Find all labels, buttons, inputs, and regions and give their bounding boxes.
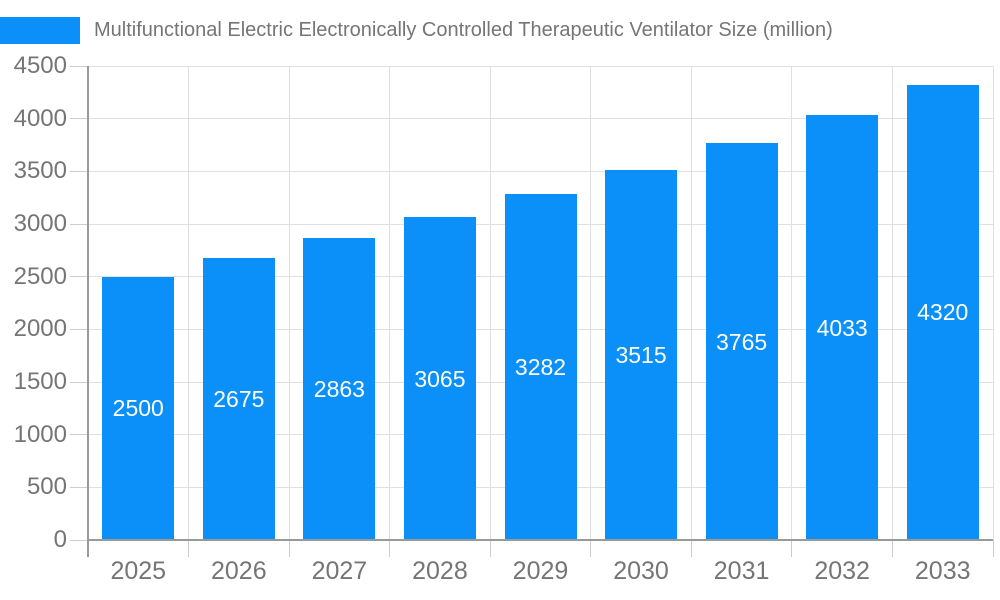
x-axis-label: 2028: [412, 557, 468, 585]
gridline-horizontal: [88, 118, 993, 120]
y-axis-tick: [70, 381, 88, 383]
gridline-vertical: [590, 66, 592, 540]
gridline-vertical: [891, 66, 893, 540]
gridline-vertical: [288, 66, 290, 540]
y-axis-tick: [70, 539, 88, 541]
bar-value-label: 2675: [213, 386, 265, 413]
x-axis-tick: [288, 540, 290, 557]
legend-swatch: [0, 16, 80, 44]
y-axis-tick: [70, 434, 88, 436]
x-axis-label: 2030: [613, 557, 669, 585]
gridline-vertical: [992, 66, 994, 540]
gridline-vertical: [791, 66, 793, 540]
bar-value-label: 3065: [414, 365, 466, 392]
bar-2026[interactable]: [202, 258, 275, 540]
bar-2025[interactable]: [102, 276, 175, 540]
bar-2030[interactable]: [605, 169, 678, 540]
bar-value-label: 3765: [716, 328, 768, 355]
gridline-vertical: [389, 66, 391, 540]
x-axis-tick: [690, 540, 692, 557]
x-axis-label: 2025: [110, 557, 167, 585]
gridline-horizontal: [88, 170, 993, 172]
y-axis-tick: [70, 170, 88, 172]
legend-label: Multifunctional Electric Electronically …: [94, 18, 833, 41]
y-axis-tick: [70, 118, 88, 120]
x-axis-tick: [489, 540, 491, 557]
gridline-vertical: [690, 66, 692, 540]
y-axis-label: 3000: [13, 210, 67, 237]
bar-value-label: 2863: [313, 376, 365, 403]
bar-2029[interactable]: [504, 194, 577, 540]
gridline-vertical: [188, 66, 190, 540]
y-axis-label: 2000: [13, 315, 67, 343]
bar-2033[interactable]: [906, 84, 979, 540]
x-axis-label: 2026: [211, 557, 267, 585]
bar-value-label: 2500: [112, 395, 164, 422]
y-axis-label: 1500: [13, 368, 67, 395]
x-axis-tick: [188, 540, 190, 557]
y-axis-label: 2500: [13, 262, 67, 290]
y-axis-tick: [70, 486, 88, 488]
x-axis-line: [88, 539, 993, 541]
bar-2027[interactable]: [303, 238, 376, 540]
y-axis-label: 0: [53, 526, 67, 553]
y-axis-label: 4500: [13, 52, 67, 79]
x-axis-label: 2029: [512, 557, 569, 585]
x-axis-label: 2031: [713, 557, 770, 585]
y-axis-label: 500: [26, 473, 67, 501]
bar-value-label: 3515: [615, 341, 667, 368]
legend[interactable]: Multifunctional Electric Electronically …: [0, 16, 833, 44]
bar-2028[interactable]: [403, 217, 476, 540]
bar-value-label: 4320: [917, 299, 969, 326]
y-axis-tick: [70, 223, 88, 225]
x-axis-tick: [891, 540, 893, 557]
y-axis-label: 1000: [13, 420, 67, 448]
y-axis-tick: [70, 328, 88, 330]
y-axis-tick: [70, 65, 88, 67]
bar-2031[interactable]: [705, 143, 778, 540]
x-axis-tick: [992, 540, 994, 557]
x-axis-label: 2027: [311, 557, 368, 585]
y-axis-label: 4000: [13, 104, 67, 132]
x-axis-label: 2032: [814, 557, 870, 585]
y-axis-tick: [70, 276, 88, 278]
y-axis-line: [87, 66, 89, 557]
bar-value-label: 3282: [514, 354, 567, 381]
bar-2032[interactable]: [806, 115, 879, 540]
x-axis-tick: [791, 540, 793, 557]
x-axis-tick: [590, 540, 592, 557]
gridline-vertical: [489, 66, 491, 540]
y-axis-label: 3500: [13, 157, 67, 185]
x-axis-tick: [389, 540, 391, 557]
bar-value-label: 4033: [816, 314, 868, 341]
gridline-horizontal: [88, 65, 993, 67]
x-axis-label: 2033: [914, 557, 971, 585]
